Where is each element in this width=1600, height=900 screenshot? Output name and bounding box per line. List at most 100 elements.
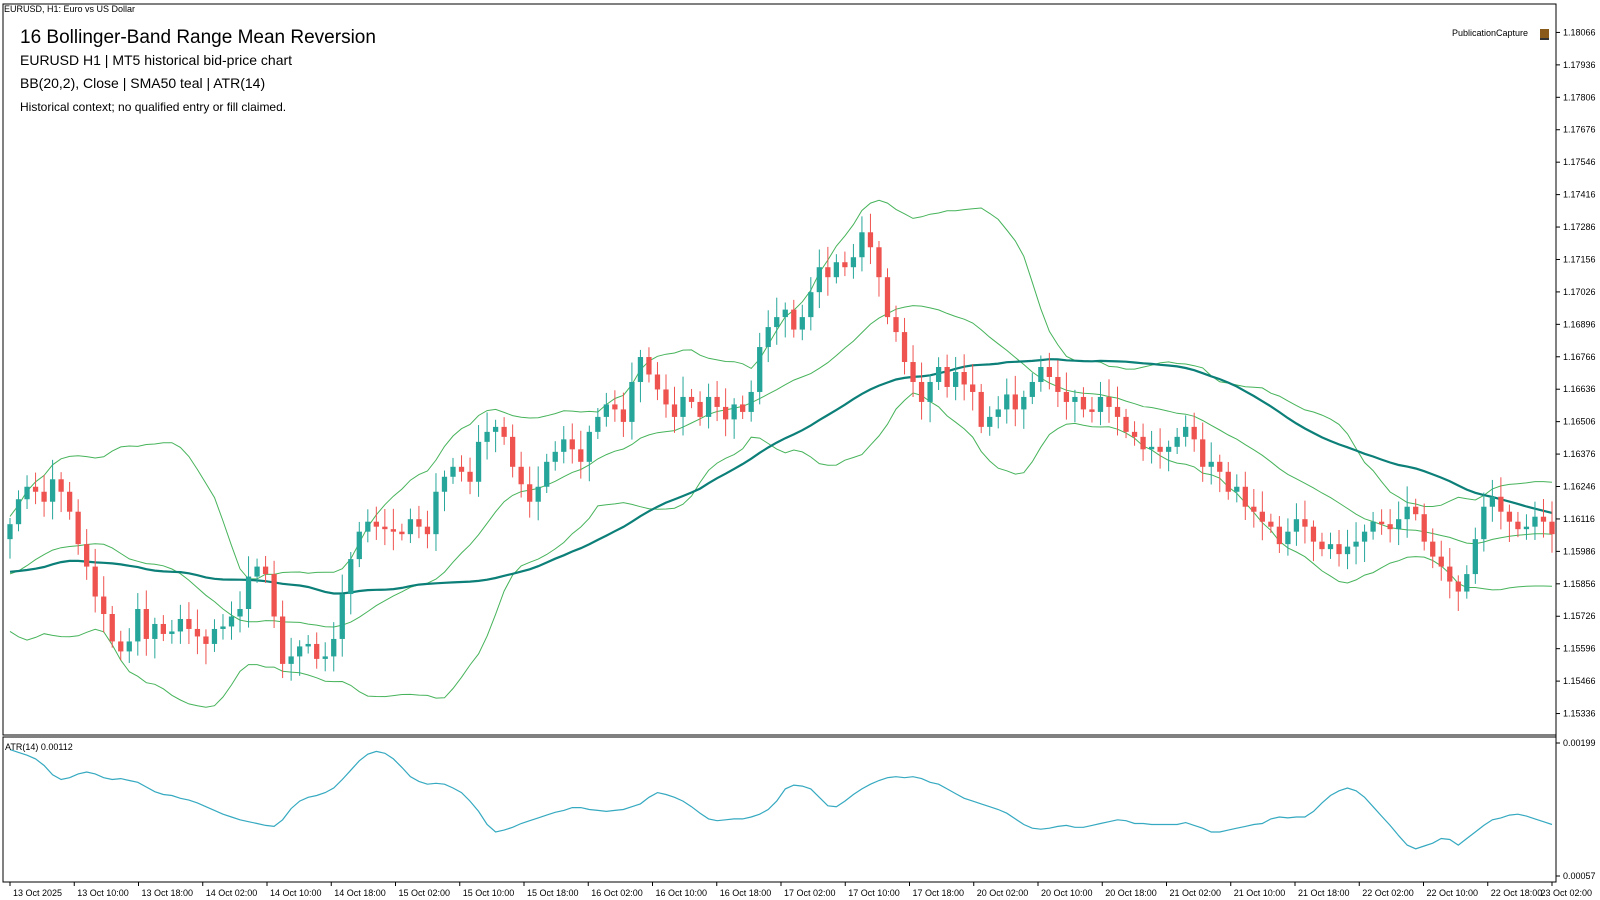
- candle: [995, 396, 1001, 429]
- candle: [765, 310, 771, 363]
- time-tick-label: 21 Oct 18:00: [1298, 888, 1350, 898]
- candle: [424, 510, 431, 549]
- candle: [867, 213, 874, 265]
- candle: [484, 412, 490, 460]
- candle: [876, 241, 882, 297]
- candle: [1200, 422, 1206, 482]
- candle: [1361, 524, 1368, 562]
- candle: [629, 362, 635, 440]
- candle: [228, 601, 235, 640]
- candle: [1515, 511, 1521, 538]
- context-note: Historical context; no qualified entry o…: [20, 100, 287, 114]
- candle: [799, 304, 805, 341]
- candle: [850, 243, 857, 279]
- candle: [203, 629, 209, 665]
- candle: [1498, 477, 1504, 530]
- candle: [1106, 379, 1112, 423]
- candle: [467, 457, 473, 495]
- candle: [245, 556, 252, 628]
- candle: [1268, 513, 1274, 533]
- atr-polyline: [9, 749, 1553, 850]
- candle: [535, 466, 541, 521]
- candle: [663, 374, 669, 418]
- candle: [1097, 381, 1104, 426]
- candle: [84, 529, 90, 580]
- candle: [646, 347, 652, 383]
- candle: [58, 472, 64, 513]
- candle: [1012, 375, 1018, 427]
- candle: [169, 619, 175, 644]
- candle: [757, 332, 763, 405]
- candle: [740, 395, 746, 420]
- candle: [544, 453, 550, 493]
- candle: [339, 574, 345, 657]
- candle: [1021, 390, 1027, 429]
- time-tick-label: 17 Oct 02:00: [784, 888, 836, 898]
- price-tick-label: 1.16506: [1563, 417, 1596, 427]
- atr-tick-label: 0.00199: [1563, 738, 1596, 748]
- chart-title: 16 Bollinger-Band Range Mean Reversion: [20, 27, 376, 48]
- candle: [637, 349, 644, 403]
- candle: [1549, 501, 1555, 553]
- time-tick-label: 20 Oct 18:00: [1105, 888, 1157, 898]
- candle: [561, 426, 567, 464]
- candle: [825, 246, 831, 296]
- time-tick-label: 15 Oct 02:00: [399, 888, 451, 898]
- candle: [748, 380, 754, 422]
- candle: [1404, 486, 1410, 538]
- bb-upper-line: [9, 199, 1553, 580]
- price-axis: 1.18066 1.17936 1.17806 1.17676 1.17546 1.174…: [1556, 27, 1596, 719]
- candle: [92, 548, 98, 613]
- candle: [782, 302, 788, 338]
- price-tick-label: 1.16246: [1563, 482, 1596, 492]
- candle: [126, 628, 132, 663]
- candle: [450, 457, 456, 484]
- candle: [237, 591, 243, 633]
- candle: [314, 632, 320, 669]
- candle: [1123, 408, 1129, 439]
- candle: [654, 362, 661, 401]
- candle: [586, 425, 592, 482]
- time-tick-label: 13 Oct 10:00: [77, 888, 129, 898]
- price-tick-label: 1.15726: [1563, 611, 1596, 621]
- time-tick-label: 20 Oct 10:00: [1041, 888, 1093, 898]
- candle: [1387, 509, 1393, 543]
- candle: [143, 590, 149, 656]
- candle: [399, 523, 405, 541]
- candle: [697, 391, 703, 426]
- candle: [109, 606, 115, 648]
- candle: [1344, 529, 1351, 570]
- candle: [978, 383, 984, 434]
- candle: [407, 508, 414, 544]
- candle: [416, 505, 422, 539]
- price-tick-label: 1.17156: [1563, 254, 1596, 264]
- candle: [1131, 421, 1138, 446]
- candle: [390, 508, 397, 551]
- candle: [970, 364, 976, 411]
- candle: [7, 517, 13, 559]
- candle: [118, 630, 124, 661]
- candle: [475, 425, 482, 497]
- indicator-legend: BB(20,2), Close | SMA50 teal | ATR(14): [20, 75, 266, 91]
- candle: [41, 474, 47, 517]
- candle: [348, 551, 354, 615]
- candle: [49, 459, 56, 520]
- candle: [509, 424, 516, 478]
- bb-middle-line: [9, 305, 1553, 628]
- sma50-polyline: [9, 358, 1553, 595]
- price-tick-label: 1.17936: [1563, 60, 1596, 70]
- candle: [1114, 386, 1121, 436]
- candle: [32, 472, 39, 505]
- candle: [688, 388, 695, 409]
- candle: [1225, 462, 1231, 500]
- candle: [1242, 471, 1248, 520]
- atr-axis: 0.00199 0.00057: [1556, 738, 1596, 881]
- time-axis: 13 Oct 2025 13 Oct 10:00 13 Oct 18:00 14 Oc…: [9, 882, 1592, 898]
- candle: [944, 354, 950, 398]
- candle: [1004, 378, 1010, 424]
- candle: [816, 249, 822, 309]
- candle: [1472, 527, 1478, 584]
- candle: [910, 345, 916, 398]
- candle: [1438, 540, 1444, 581]
